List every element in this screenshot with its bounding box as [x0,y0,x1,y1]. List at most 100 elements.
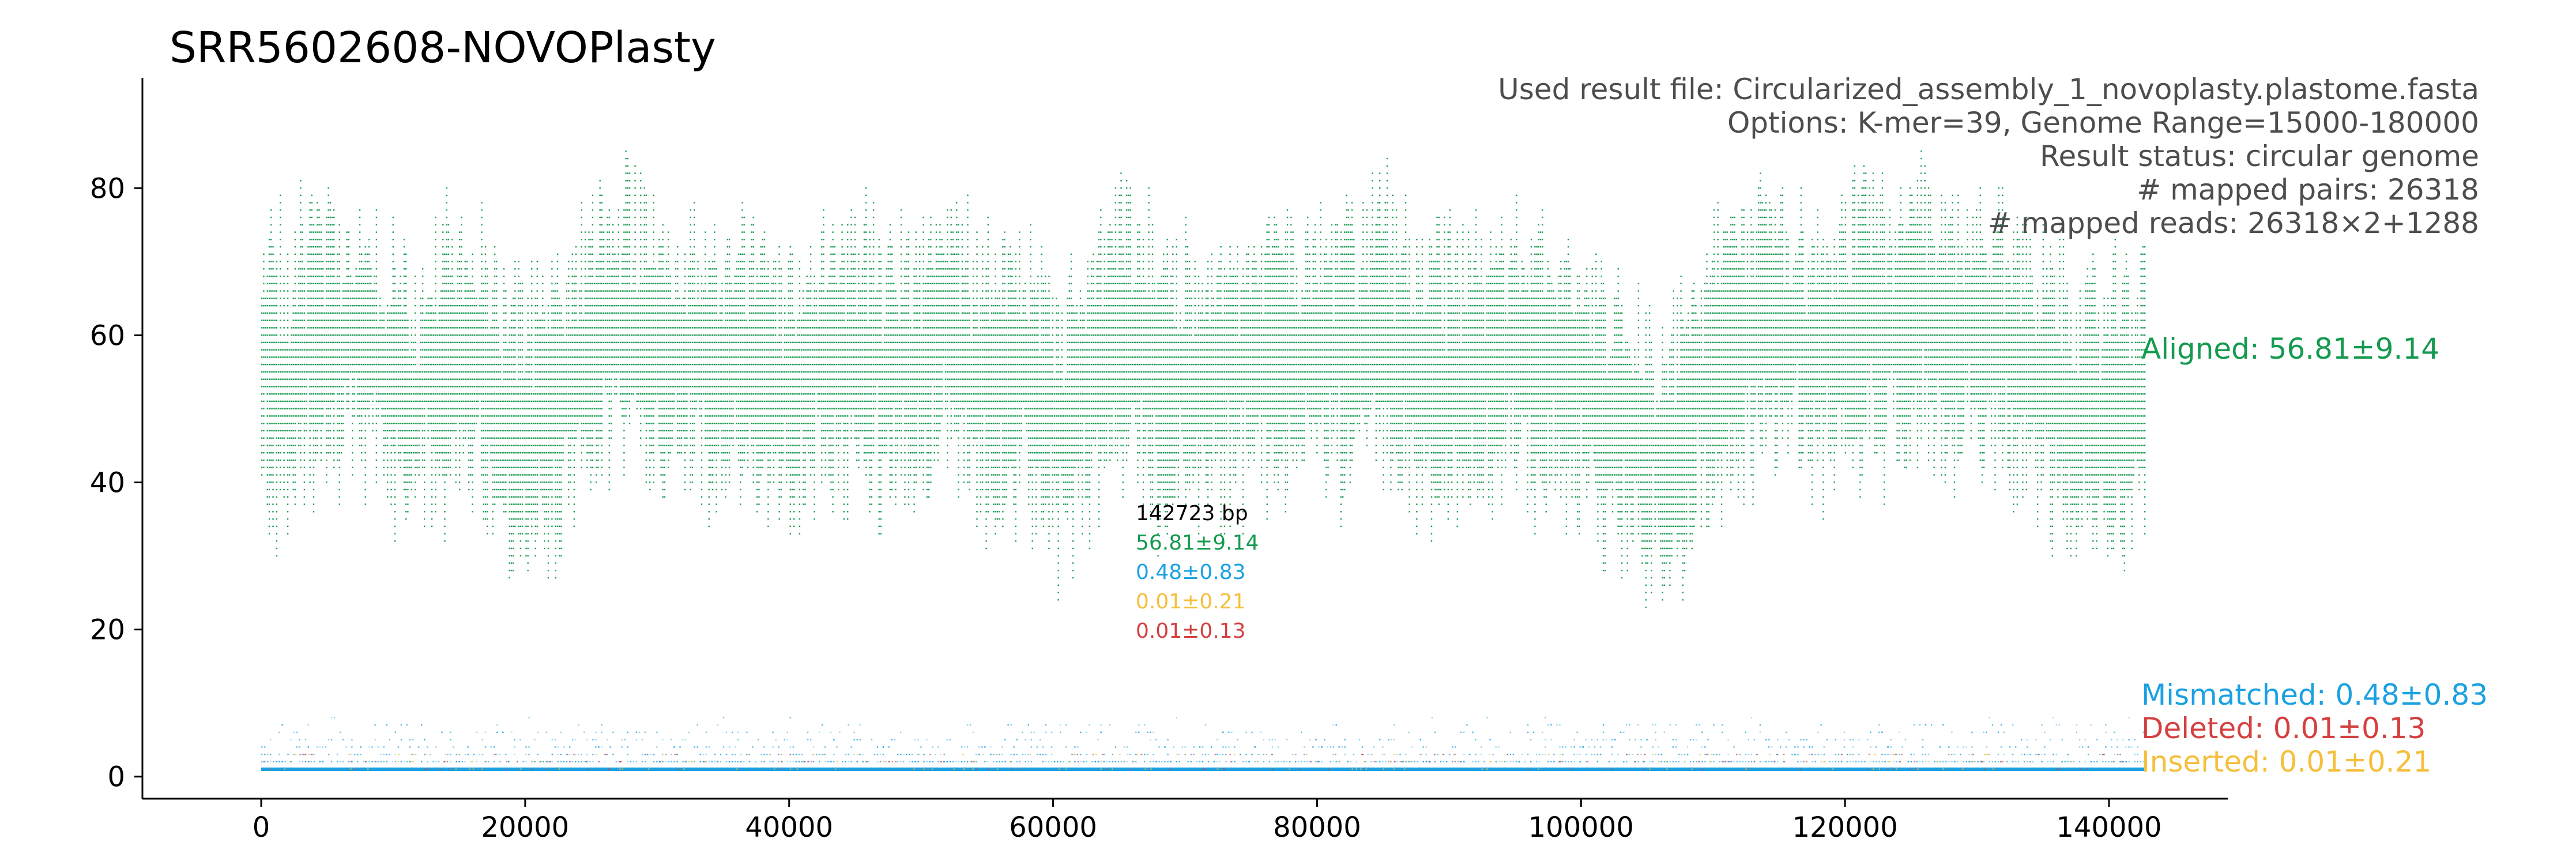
aligned-point [277,363,280,366]
aligned-point [596,261,597,262]
aligned-point [468,341,470,344]
aligned-point [409,356,410,358]
aligned-point [364,327,366,329]
aligned-point [494,467,496,468]
aligned-point [571,393,573,395]
aligned-point [420,415,422,417]
aligned-point [287,525,289,527]
aligned-point [481,474,483,476]
aligned-point [327,298,329,299]
aligned-point [488,371,490,373]
aligned-point [553,312,555,314]
aligned-point [352,290,353,292]
aligned-point [477,393,479,395]
aligned-point [405,253,407,255]
aligned-point [527,518,529,520]
aligned-point [381,349,383,351]
aligned-point [571,298,573,299]
aligned-point [352,437,353,439]
aligned-point [461,246,462,248]
aligned-point [449,371,451,373]
aligned-point [559,525,560,527]
aligned-point [492,356,494,358]
aligned-point [447,400,450,403]
aligned-point [398,334,400,336]
aligned-point [590,319,592,321]
aligned-point [352,312,353,314]
aligned-point [442,327,444,329]
aligned-point [527,312,529,314]
aligned-point [421,327,424,329]
aligned-point [547,518,549,520]
aligned-point [521,452,524,454]
aligned-point [266,298,268,299]
aligned-point [364,253,366,255]
aligned-point [309,304,311,307]
aligned-point [326,341,327,344]
aligned-point [556,533,559,535]
aligned-point [518,363,519,366]
aligned-point [381,327,383,329]
aligned-point [298,400,300,403]
aligned-point [473,349,475,351]
aligned-point [263,275,265,277]
aligned-point [416,423,418,424]
aligned-point [481,298,483,299]
aligned-point [274,341,276,344]
aligned-point [329,283,331,284]
aligned-point [545,467,547,468]
aligned-point [435,503,436,505]
aligned-point [349,312,352,314]
aligned-point [549,349,551,351]
aligned-point [461,423,462,424]
aligned-point [317,246,318,248]
aligned-point [527,452,529,454]
aligned-point [427,430,429,432]
aligned-point [300,231,302,233]
aligned-point [329,268,331,270]
aligned-point [311,363,312,366]
aligned-point [276,415,278,417]
aligned-point [311,334,312,336]
aligned-point [265,334,266,336]
aligned-point [442,275,444,277]
aligned-point [280,253,281,255]
aligned-point [492,363,494,366]
aligned-point [544,408,545,409]
aligned-point [507,430,509,432]
aligned-point [383,363,385,366]
aligned-point [555,540,556,542]
aligned-point [421,430,424,432]
aligned-point [374,319,375,321]
aligned-point [292,371,294,373]
aligned-point [447,319,450,321]
aligned-point [582,371,585,373]
aligned-point [375,261,378,262]
aligned-point [597,452,599,454]
aligned-point [403,467,405,468]
aligned-point [529,437,531,439]
aligned-point [503,511,505,513]
aligned-point [464,304,466,307]
aligned-point [289,393,291,395]
aligned-point [545,518,547,520]
aligned-point [586,408,588,409]
aligned-point [421,341,424,344]
aligned-point [375,341,378,344]
aligned-point [389,371,390,373]
aligned-point [581,246,582,248]
aligned-point [337,298,338,299]
aligned-point [525,356,527,358]
aligned-point [505,437,507,439]
aligned-point [353,304,355,307]
aligned-point [503,319,505,321]
aligned-point [551,445,553,446]
aligned-point [327,209,329,211]
aligned-point [302,378,303,380]
aligned-point [461,341,462,344]
aligned-point [518,511,519,513]
aligned-point [544,400,545,403]
aligned-point [568,430,570,432]
aligned-point [449,459,451,461]
aligned-point [372,341,374,344]
